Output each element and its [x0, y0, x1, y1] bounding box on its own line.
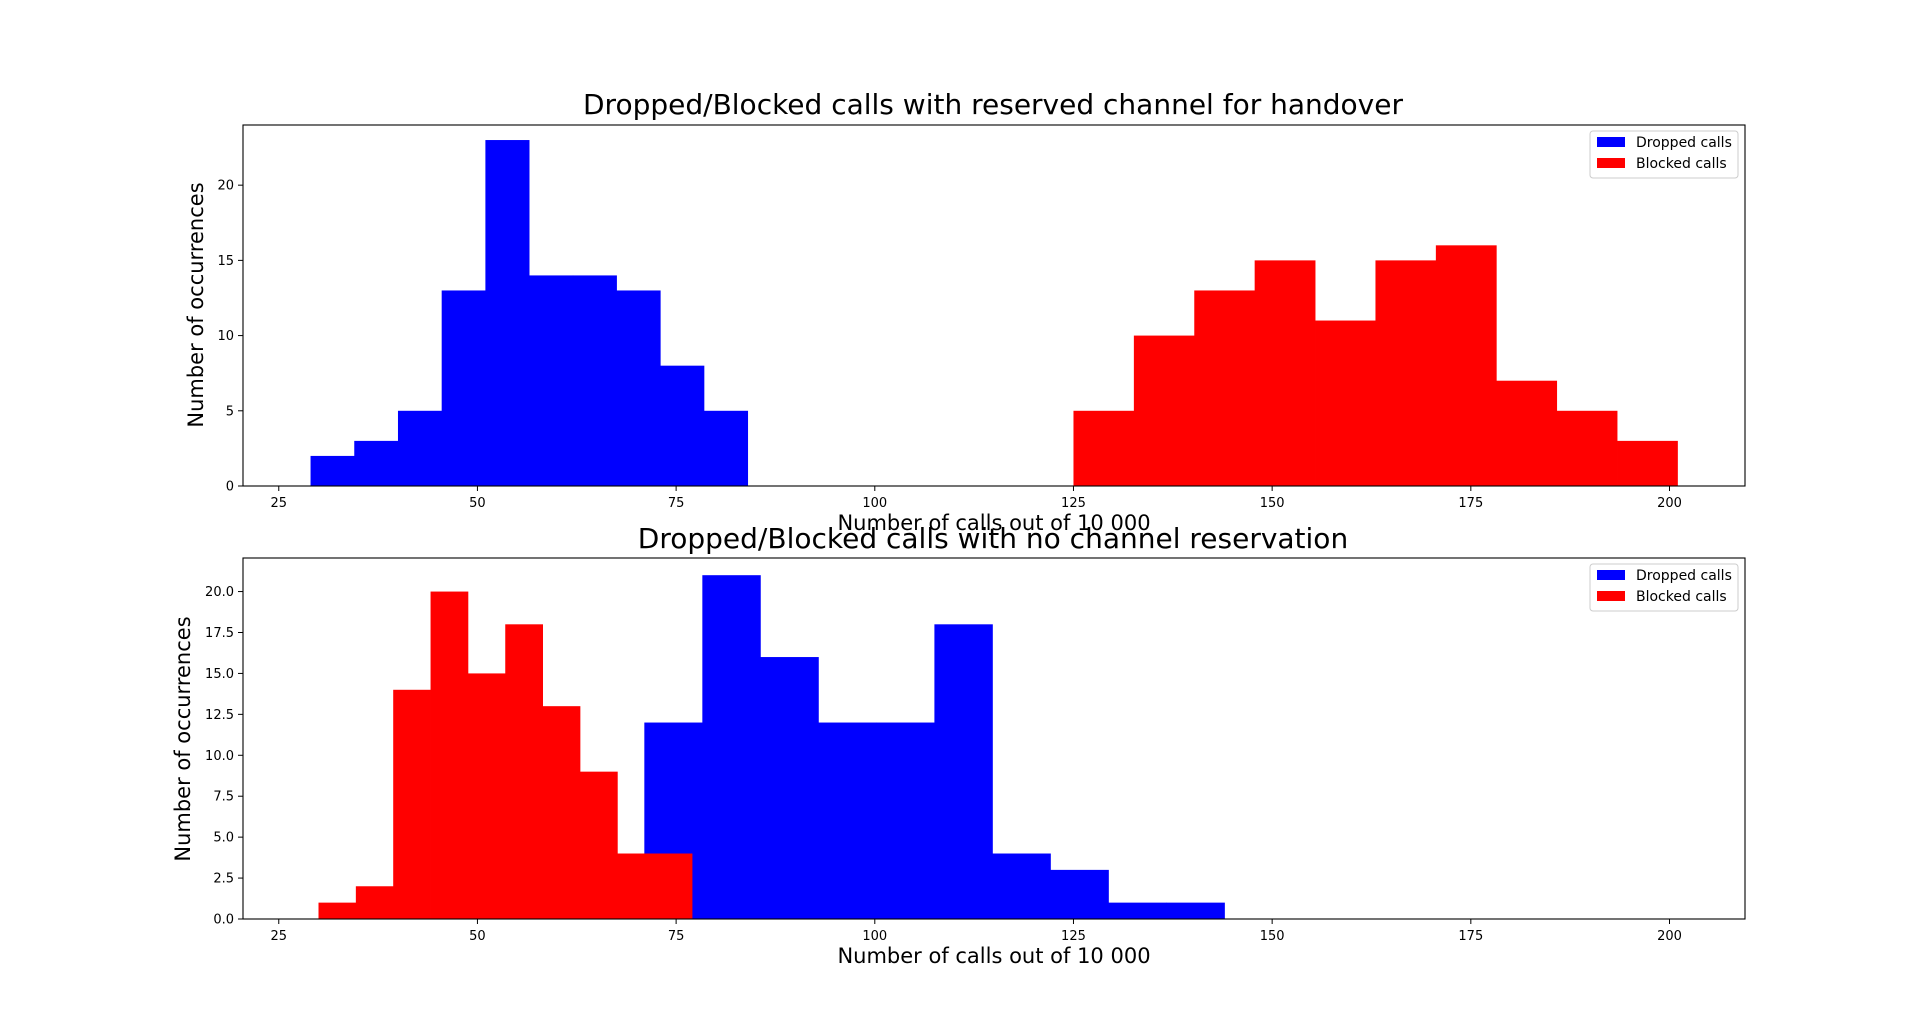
bottom-x-tick-label: 200: [1657, 929, 1682, 944]
bottom-bar-dropped-calls-4: [876, 722, 935, 919]
bottom-legend-swatch-blocked: [1597, 591, 1625, 601]
top-bar-blocked-calls-6: [1435, 245, 1497, 486]
bottom-y-tick-label: 12.5: [205, 708, 234, 723]
top-x-tick-label: 150: [1260, 496, 1285, 511]
bottom-bar-blocked-calls-9: [654, 853, 693, 919]
bottom-bar-blocked-calls-8: [617, 853, 656, 919]
bottom-bar-dropped-calls-8: [1108, 902, 1167, 919]
bottom-x-tick-label: 150: [1260, 929, 1285, 944]
bottom-bar-blocked-calls-4: [467, 673, 506, 919]
bottom-legend-swatch-dropped: [1597, 570, 1625, 580]
bottom-bar-dropped-calls-2: [760, 657, 819, 919]
top-bar-dropped-calls-4: [485, 140, 530, 487]
top-bar-blocked-calls-4: [1315, 320, 1376, 486]
bottom-bar-blocked-calls-1: [355, 886, 394, 919]
top-legend-box: [1589, 130, 1739, 179]
top-chart-title: Dropped/Blocked calls with reserved chan…: [583, 88, 1403, 121]
top-x-tick-label: 75: [668, 496, 685, 511]
top-bar-dropped-calls-7: [616, 290, 661, 486]
top-bar-blocked-calls-8: [1556, 410, 1618, 486]
top-y-tick-label: 10: [217, 329, 234, 344]
top-bar-dropped-calls-9: [703, 410, 749, 486]
bottom-bar-blocked-calls-2: [393, 689, 431, 919]
top-bar-blocked-calls-9: [1617, 440, 1678, 487]
bottom-bar-blocked-calls-5: [505, 624, 543, 919]
bottom-bar-blocked-calls-3: [430, 591, 469, 919]
top-x-tick-label: 25: [270, 496, 287, 511]
bottom-legend-label-dropped: Dropped calls: [1636, 568, 1732, 584]
bottom-histogram-panel: Dropped/Blocked calls with no channel re…: [171, 522, 1746, 968]
bottom-x-tick-label: 100: [862, 929, 887, 944]
top-y-tick-label: 5: [226, 404, 234, 419]
top-legend-swatch-blocked: [1597, 158, 1625, 168]
bottom-legend-box: [1589, 563, 1739, 612]
top-bar-dropped-calls-0: [310, 455, 355, 486]
bottom-x-axis-label: Number of calls out of 10 000: [837, 944, 1150, 968]
bottom-x-tick-label: 25: [270, 929, 287, 944]
top-y-tick-label: 20: [217, 179, 234, 194]
bottom-bar-blocked-calls-0: [318, 902, 357, 919]
top-legend-swatch-dropped: [1597, 137, 1625, 147]
bottom-bar-blocked-calls-6: [542, 706, 581, 919]
top-x-axis-label: Number of calls out of 10 000: [837, 511, 1150, 535]
bottom-y-tick-label: 0.0: [213, 913, 234, 928]
top-legend-label-blocked: Blocked calls: [1636, 156, 1727, 172]
bottom-y-tick-label: 7.5: [213, 790, 234, 805]
bottom-y-tick-label: 17.5: [205, 626, 234, 641]
bottom-bars: [318, 575, 1225, 919]
bottom-x-axis: 25 50 75 100 125 150 175 200: [270, 919, 1682, 944]
top-bars: [310, 140, 1678, 487]
bottom-bar-dropped-calls-7: [1050, 869, 1109, 919]
top-bar-dropped-calls-5: [529, 275, 574, 486]
top-bar-dropped-calls-3: [441, 290, 486, 486]
top-bar-dropped-calls-1: [354, 440, 399, 487]
top-bar-dropped-calls-6: [572, 275, 617, 486]
top-y-axis: 0 5 10 15 20: [217, 179, 243, 495]
top-x-tick-label: 200: [1657, 496, 1682, 511]
bottom-chart-title: Dropped/Blocked calls with no channel re…: [638, 522, 1348, 555]
top-x-axis: 25 50 75 100 125 150 175 200: [270, 486, 1682, 511]
bottom-bar-dropped-calls-5: [934, 624, 993, 919]
bottom-bar-dropped-calls-1: [702, 575, 761, 919]
top-y-tick-label: 0: [226, 480, 234, 495]
top-bar-dropped-calls-8: [660, 365, 705, 486]
top-legend-label-dropped: Dropped calls: [1636, 135, 1732, 151]
top-x-tick-label: 100: [862, 496, 887, 511]
bottom-plot-frame: [242, 557, 1746, 920]
bottom-bar-dropped-calls-3: [818, 722, 877, 919]
bottom-x-tick-label: 125: [1061, 929, 1086, 944]
bottom-bar-blocked-calls-7: [579, 771, 618, 919]
bottom-y-tick-label: 20.0: [205, 585, 234, 600]
top-bar-blocked-calls-5: [1375, 260, 1437, 487]
top-bar-blocked-calls-1: [1133, 335, 1195, 486]
top-bar-blocked-calls-2: [1194, 290, 1256, 486]
top-legend: Dropped calls Blocked calls: [1589, 130, 1739, 179]
top-bar-blocked-calls-0: [1073, 410, 1135, 486]
top-y-tick-label: 15: [217, 254, 234, 269]
top-x-tick-label: 175: [1458, 496, 1483, 511]
bottom-legend-label-blocked: Blocked calls: [1636, 589, 1727, 605]
top-plot-frame: [242, 124, 1746, 487]
bottom-y-tick-label: 15.0: [205, 667, 234, 682]
bottom-y-axis: 0.0 2.5 5.0 7.5 10.0 12.5 15.0 17.5 20.0: [205, 585, 243, 928]
top-x-tick-label: 125: [1061, 496, 1086, 511]
top-bar-blocked-calls-3: [1254, 260, 1316, 487]
top-y-axis-label: Number of occurrences: [184, 182, 208, 427]
top-bar-dropped-calls-2: [397, 410, 443, 486]
bottom-x-tick-label: 50: [469, 929, 486, 944]
bottom-y-tick-label: 5.0: [213, 831, 234, 846]
bottom-bar-dropped-calls-6: [992, 853, 1051, 919]
top-histogram-panel: Dropped/Blocked calls with reserved chan…: [184, 88, 1746, 535]
bottom-y-tick-label: 10.0: [205, 749, 234, 764]
bottom-x-tick-label: 175: [1458, 929, 1483, 944]
top-x-tick-label: 50: [469, 496, 486, 511]
bottom-y-tick-label: 2.5: [213, 872, 234, 887]
bottom-y-axis-label: Number of occurrences: [171, 616, 195, 861]
bottom-x-tick-label: 75: [668, 929, 685, 944]
bottom-bar-dropped-calls-9: [1166, 902, 1225, 919]
top-bar-blocked-calls-7: [1496, 380, 1558, 486]
bottom-legend: Dropped calls Blocked calls: [1589, 563, 1739, 612]
